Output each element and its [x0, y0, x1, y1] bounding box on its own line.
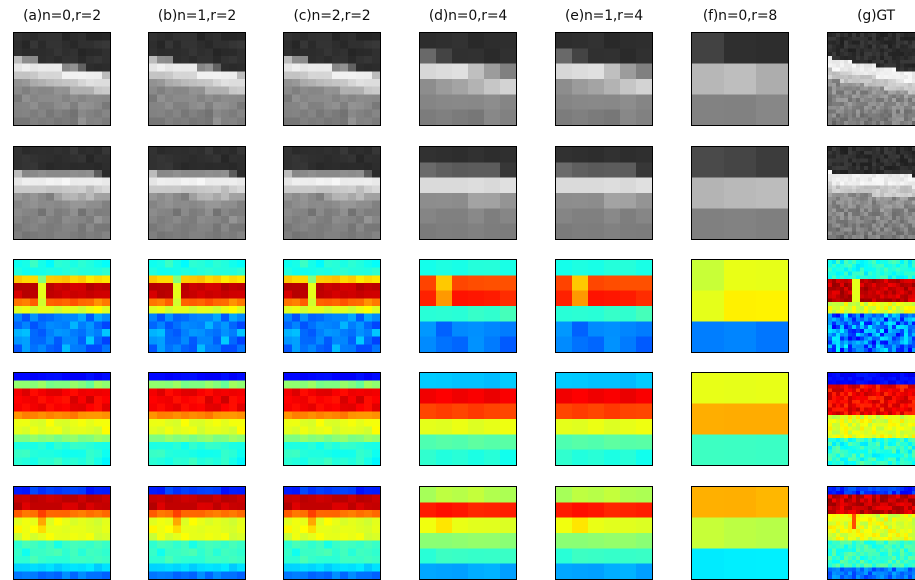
column-title: (d)n=0,r=4 — [418, 8, 518, 24]
heatmap-row-2-panel — [827, 372, 915, 466]
column-title: (c)n=2,r=2 — [282, 8, 382, 24]
grayscale-image — [828, 33, 915, 125]
heatmap-image — [828, 260, 915, 352]
heatmap-row-3-panel — [283, 486, 381, 580]
heatmap-row-1-panel — [13, 259, 111, 353]
heatmap-image — [284, 373, 380, 465]
grayscale-image — [149, 147, 245, 239]
grayscale-image — [149, 33, 245, 125]
heatmap-row-1-panel — [148, 259, 246, 353]
gray-image-row-1-panel — [555, 32, 653, 126]
heatmap-image — [692, 373, 788, 465]
grayscale-image — [692, 33, 788, 125]
heatmap-row-2-panel — [555, 372, 653, 466]
heatmap-image — [420, 260, 516, 352]
heatmap-image — [556, 260, 652, 352]
grayscale-image — [420, 33, 516, 125]
grayscale-image — [420, 147, 516, 239]
gray-image-row-2-panel — [148, 146, 246, 240]
heatmap-row-2-panel — [419, 372, 517, 466]
heatmap-image — [692, 487, 788, 579]
heatmap-row-2-panel — [283, 372, 381, 466]
grayscale-image — [556, 33, 652, 125]
gray-image-row-1-panel — [419, 32, 517, 126]
column-title: (b)n=1,r=2 — [147, 8, 247, 24]
grayscale-image — [556, 147, 652, 239]
heatmap-image — [14, 373, 110, 465]
heatmap-image — [284, 260, 380, 352]
gray-image-row-2-panel — [555, 146, 653, 240]
heatmap-image — [149, 487, 245, 579]
heatmap-row-1-panel — [555, 259, 653, 353]
heatmap-image — [14, 260, 110, 352]
heatmap-image — [556, 487, 652, 579]
heatmap-row-3-panel — [148, 486, 246, 580]
heatmap-image — [149, 260, 245, 352]
grayscale-image — [14, 147, 110, 239]
heatmap-row-2-panel — [13, 372, 111, 466]
column-title: (a)n=0,r=2 — [12, 8, 112, 24]
heatmap-row-3-panel — [419, 486, 517, 580]
column-title: (e)n=1,r=4 — [554, 8, 654, 24]
heatmap-image — [828, 373, 915, 465]
heatmap-row-1-panel — [691, 259, 789, 353]
heatmap-row-3-panel — [555, 486, 653, 580]
heatmap-image — [828, 487, 915, 579]
grayscale-image — [284, 147, 380, 239]
gray-image-row-2-panel — [691, 146, 789, 240]
column-title: (f)n=0,r=8 — [690, 8, 790, 24]
gray-image-row-1-panel — [691, 32, 789, 126]
gray-image-row-2-panel — [827, 146, 915, 240]
grayscale-image — [284, 33, 380, 125]
heatmap-row-1-panel — [283, 259, 381, 353]
grayscale-image — [692, 147, 788, 239]
heatmap-row-3-panel — [13, 486, 111, 580]
heatmap-image — [692, 260, 788, 352]
heatmap-row-1-panel — [419, 259, 517, 353]
gray-image-row-1-panel — [13, 32, 111, 126]
heatmap-image — [284, 487, 380, 579]
gray-image-row-1-panel — [148, 32, 246, 126]
heatmap-image — [420, 487, 516, 579]
gray-image-row-2-panel — [283, 146, 381, 240]
heatmap-image — [556, 373, 652, 465]
heatmap-image — [420, 373, 516, 465]
gray-image-row-1-panel — [283, 32, 381, 126]
gray-image-row-1-panel — [827, 32, 915, 126]
heatmap-row-3-panel — [691, 486, 789, 580]
gray-image-row-2-panel — [13, 146, 111, 240]
heatmap-row-2-panel — [691, 372, 789, 466]
heatmap-image — [149, 373, 245, 465]
grayscale-image — [14, 33, 110, 125]
heatmap-row-3-panel — [827, 486, 915, 580]
grayscale-image — [828, 147, 915, 239]
heatmap-row-2-panel — [148, 372, 246, 466]
column-title: (g)GT — [826, 8, 915, 24]
heatmap-image — [14, 487, 110, 579]
heatmap-row-1-panel — [827, 259, 915, 353]
gray-image-row-2-panel — [419, 146, 517, 240]
